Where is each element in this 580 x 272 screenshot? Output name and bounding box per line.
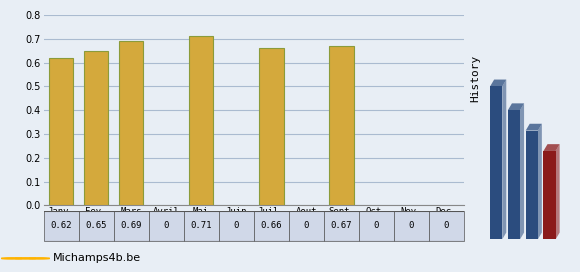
Polygon shape [543, 144, 560, 151]
Text: 0: 0 [234, 221, 239, 230]
Polygon shape [525, 131, 538, 239]
Bar [394, 211, 429, 241]
Text: 0: 0 [409, 221, 414, 230]
Bar [259, 48, 284, 205]
Bar [119, 41, 143, 205]
Text: 0: 0 [374, 221, 379, 230]
Bar [44, 211, 78, 241]
Polygon shape [543, 151, 556, 239]
Bar [429, 211, 464, 241]
Bar [148, 211, 184, 241]
Text: 0: 0 [303, 221, 309, 230]
Bar [253, 211, 289, 241]
Polygon shape [508, 110, 520, 239]
Polygon shape [508, 103, 524, 110]
Bar [78, 211, 114, 241]
Polygon shape [490, 79, 506, 86]
Bar [189, 36, 213, 205]
Text: 0.62: 0.62 [50, 221, 72, 230]
Bar [359, 211, 394, 241]
Text: History: History [470, 55, 481, 102]
Bar [114, 211, 148, 241]
Text: Michamps4b.be: Michamps4b.be [53, 254, 142, 263]
Bar [289, 211, 324, 241]
Text: 0: 0 [164, 221, 169, 230]
Bar [49, 58, 73, 205]
Circle shape [15, 258, 36, 259]
Text: 0.69: 0.69 [121, 221, 142, 230]
Polygon shape [525, 124, 542, 131]
Polygon shape [556, 144, 560, 239]
Text: 0.67: 0.67 [331, 221, 352, 230]
Polygon shape [502, 79, 506, 239]
Polygon shape [538, 124, 542, 239]
Bar [184, 211, 219, 241]
Polygon shape [520, 103, 524, 239]
Bar [84, 51, 108, 205]
Bar [329, 46, 354, 205]
Bar [219, 211, 253, 241]
Bar [324, 211, 359, 241]
Circle shape [1, 258, 22, 259]
Text: 0.66: 0.66 [260, 221, 282, 230]
Polygon shape [490, 86, 502, 239]
Circle shape [29, 258, 50, 259]
Text: 0.71: 0.71 [190, 221, 212, 230]
Text: 0: 0 [444, 221, 449, 230]
Text: 0.65: 0.65 [85, 221, 107, 230]
